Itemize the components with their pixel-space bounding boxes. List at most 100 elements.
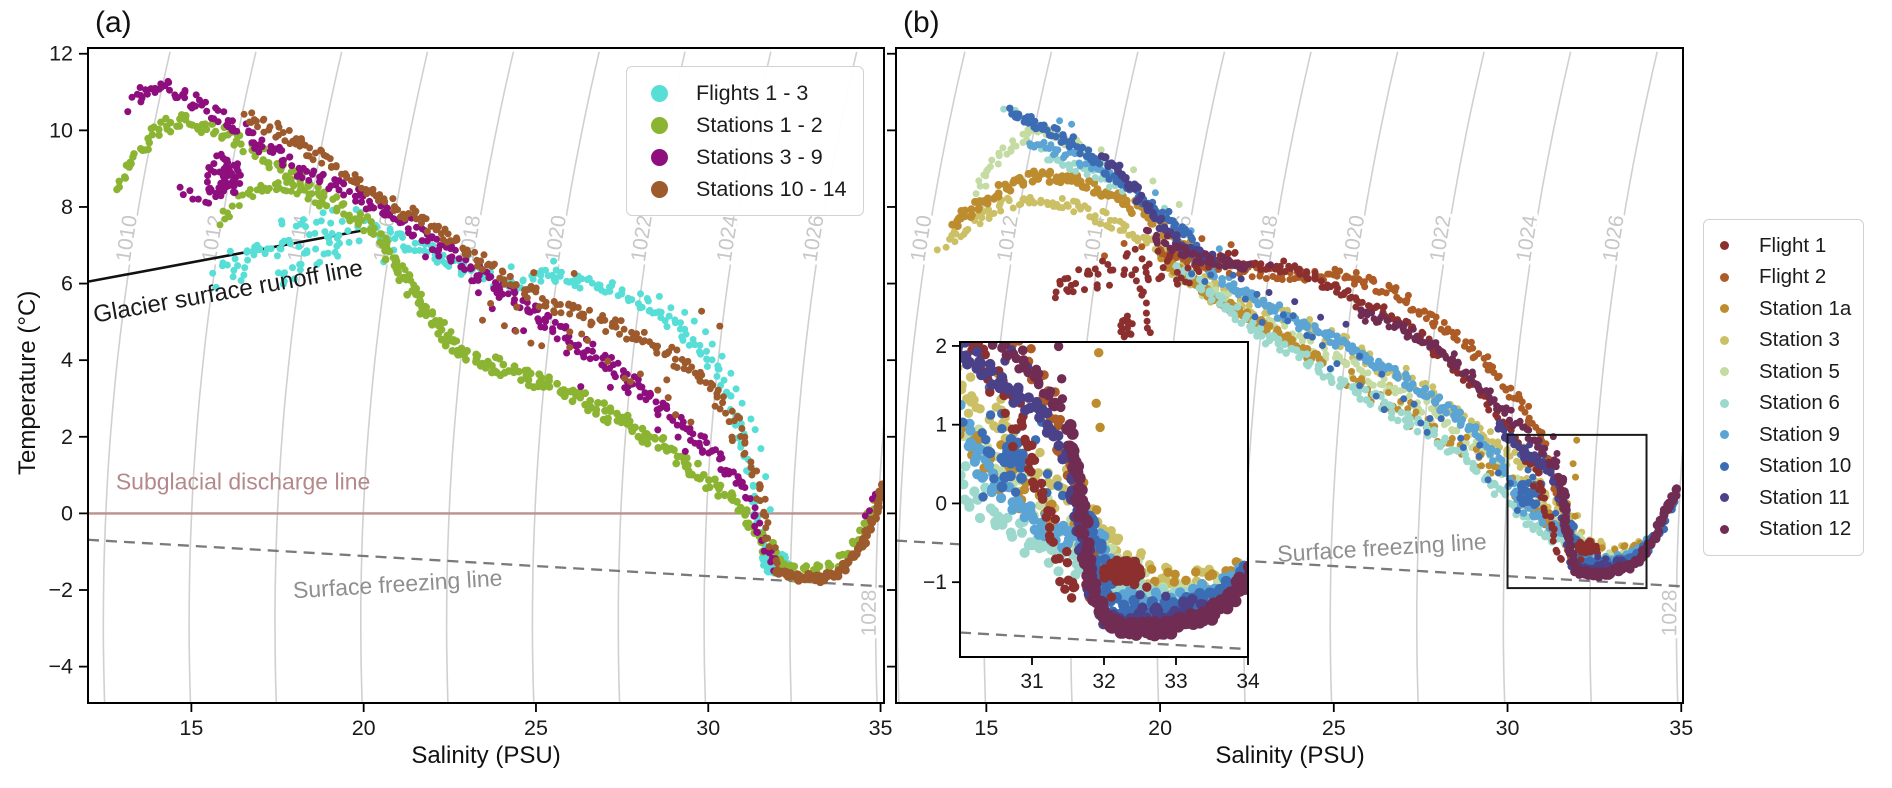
panel-b-x-tick-label: 20 — [1148, 716, 1172, 740]
legend-item-flights-1-3: Flights 1 - 3 — [633, 77, 857, 109]
legend-item-station-10: Station 10 — [1708, 451, 1859, 483]
legend-item-stations-3-9: Stations 3 - 9 — [633, 141, 857, 173]
panel-b-x-tick-label: 30 — [1496, 716, 1520, 740]
isopycnal-contour-1016 — [360, 51, 429, 703]
legend-item-station-3: Station 3 — [1708, 325, 1859, 357]
legend-item-station-9: Station 9 — [1708, 419, 1859, 451]
panel-a-y-tick-label: 12 — [49, 42, 73, 66]
surface-freezing-line — [960, 631, 1248, 651]
isopycnal-contour-1014 — [274, 51, 343, 703]
isopycnal-contour-1010 — [102, 51, 171, 703]
panel-a-x-tick-label: 15 — [179, 716, 203, 740]
isopycnal-contour-1024 — [1502, 51, 1572, 703]
legend-marker-flights-1-3 — [651, 84, 668, 102]
panel-b-frame — [895, 47, 1684, 704]
panel-b-xaxis-label: Salinity (PSU) — [1215, 742, 1365, 769]
legend-label-flight-2: Flight 2 — [1759, 265, 1827, 289]
panel-a-y-tick-label: 2 — [61, 425, 73, 449]
isopycnal-contour-1010 — [896, 51, 966, 703]
panel-a-x-tick-label: 20 — [352, 716, 376, 740]
legend-item-flight-2: Flight 2 — [1708, 262, 1859, 294]
legend-label-station-3: Station 3 — [1759, 328, 1840, 352]
legend-item-station-6: Station 6 — [1708, 388, 1859, 420]
legend-marker-station-6 — [1720, 398, 1729, 408]
zoom-region-rect — [1506, 433, 1648, 590]
panel-a-title: (a) — [95, 6, 132, 39]
inset-x-tick-label: 32 — [1092, 670, 1115, 693]
legend-label-station-10: Station 10 — [1759, 454, 1852, 478]
inset-y-tick-label: −1 — [923, 571, 947, 594]
legend-item-station-1a: Station 1a — [1708, 293, 1859, 325]
inset-y-tick-label: 2 — [935, 335, 947, 358]
legend-marker-flight-2 — [1720, 272, 1729, 282]
panel-a-y-tick-label: 0 — [61, 501, 73, 525]
legend-label-station-11: Station 11 — [1759, 485, 1850, 509]
legend-item-station-5: Station 5 — [1708, 356, 1859, 388]
isopycnal-contour-1028 — [874, 412, 884, 703]
inset-y-tick-label: 0 — [935, 492, 947, 515]
inset-x-tick-label: 31 — [1020, 670, 1043, 693]
series-station-12 — [1142, 226, 1682, 582]
legend-marker-station-11 — [1720, 493, 1729, 503]
series-station-12 — [987, 342, 1248, 642]
subglacial-discharge-label: Subglacial discharge line — [116, 469, 370, 495]
legend-label-stations-10-14: Stations 10 - 14 — [696, 176, 847, 201]
panel-b-legend: Flight 1 Flight 2 Station 1a Station 3 Stati… — [1703, 219, 1865, 556]
panel-a-y-tick-label: 8 — [61, 195, 73, 219]
legend-item-flight-1: Flight 1 — [1708, 230, 1859, 262]
panel-b-title: (b) — [903, 6, 940, 39]
series-flight-1 — [967, 342, 1152, 603]
legend-label-station-1a: Station 1a — [1759, 296, 1852, 320]
panel-a-y-tick-label: 4 — [61, 348, 73, 372]
panel-b-x-tick-label: 25 — [1322, 716, 1346, 740]
isopycnal-contour-1026 — [1589, 51, 1658, 703]
legend-marker-flight-1 — [1720, 241, 1729, 251]
legend-item-stations-1-2: Stations 1 - 2 — [633, 109, 857, 141]
panel-a-legend: Flights 1 - 3 Stations 1 - 2 Stations 3 - … — [626, 66, 864, 216]
series-stations-10-14 — [240, 109, 884, 587]
legend-marker-station-9 — [1720, 430, 1729, 440]
panel-a-y-tick-label: −2 — [48, 578, 73, 602]
panel-a-frame — [87, 47, 885, 704]
legend-marker-station-5 — [1720, 367, 1729, 377]
legend-marker-stations-3-9 — [651, 148, 668, 166]
panel-a-y-tick-label: −4 — [48, 655, 73, 679]
legend-label-station-6: Station 6 — [1759, 391, 1840, 415]
panel-a-yaxis-label: Temperature (°C) — [14, 290, 41, 475]
panel-b-x-tick-label: 15 — [974, 716, 998, 740]
legend-item-stations-10-14: Stations 10 - 14 — [633, 173, 857, 205]
isopycnal-contour-1028 — [1675, 433, 1683, 703]
legend-label-station-9: Station 9 — [1759, 422, 1840, 446]
panel-a-x-tick-label: 35 — [869, 716, 893, 740]
panel-b-x-tick-label: 35 — [1669, 716, 1693, 740]
legend-marker-station-1a — [1720, 304, 1729, 314]
legend-label-stations-1-2: Stations 1 - 2 — [696, 112, 823, 137]
legend-marker-stations-10-14 — [651, 180, 668, 198]
panel-a-y-tick-label: 6 — [61, 272, 73, 296]
inset-y-tick-label: 1 — [935, 414, 947, 437]
series-stations-1-2 — [113, 111, 881, 584]
legend-label-station-12: Station 12 — [1759, 517, 1852, 541]
isopycnal-contour-1012 — [188, 51, 257, 703]
panel-a-x-tick-label: 30 — [696, 716, 720, 740]
panel-a-xaxis-label: Salinity (PSU) — [411, 742, 561, 769]
inset-plot-area — [960, 342, 1248, 651]
isopycnal-contour-1018 — [445, 51, 515, 703]
legend-label-flight-1: Flight 1 — [1759, 233, 1827, 257]
legend-marker-station-12 — [1720, 524, 1729, 534]
inset-x-tick-label: 34 — [1236, 670, 1260, 693]
surface-freezing-line — [88, 538, 884, 588]
legend-marker-station-10 — [1720, 461, 1729, 471]
isopycnal-label-1028-a: 1028 — [858, 590, 881, 637]
legend-label-flights-1-3: Flights 1 - 3 — [696, 80, 809, 105]
isopycnal-contour-1022 — [1416, 51, 1485, 703]
legend-label-stations-3-9: Stations 3 - 9 — [696, 144, 823, 169]
inset-x-tick-label: 33 — [1164, 670, 1187, 693]
legend-item-station-11: Station 11 — [1708, 482, 1859, 514]
series-stations-3-9 — [124, 77, 879, 575]
legend-item-station-12: Station 12 — [1708, 514, 1859, 546]
panel-a-y-tick-label: 10 — [49, 118, 73, 142]
legend-label-station-5: Station 5 — [1759, 359, 1840, 383]
